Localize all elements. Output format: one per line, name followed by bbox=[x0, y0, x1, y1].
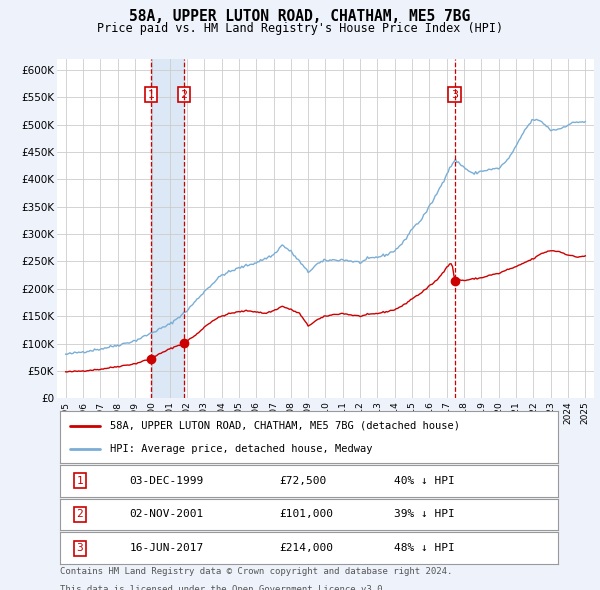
Text: This data is licensed under the Open Government Licence v3.0.: This data is licensed under the Open Gov… bbox=[60, 585, 388, 590]
Text: 16-JUN-2017: 16-JUN-2017 bbox=[130, 543, 204, 553]
Text: Price paid vs. HM Land Registry's House Price Index (HPI): Price paid vs. HM Land Registry's House … bbox=[97, 22, 503, 35]
Text: 58A, UPPER LUTON ROAD, CHATHAM, ME5 7BG (detached house): 58A, UPPER LUTON ROAD, CHATHAM, ME5 7BG … bbox=[110, 421, 460, 431]
Text: £101,000: £101,000 bbox=[279, 510, 333, 519]
Text: £72,500: £72,500 bbox=[279, 476, 326, 486]
Text: 40% ↓ HPI: 40% ↓ HPI bbox=[394, 476, 454, 486]
Text: 39% ↓ HPI: 39% ↓ HPI bbox=[394, 510, 454, 519]
Bar bbox=[151, 59, 184, 398]
Text: 03-DEC-1999: 03-DEC-1999 bbox=[130, 476, 204, 486]
Text: 1: 1 bbox=[77, 476, 83, 486]
Text: 2: 2 bbox=[181, 90, 188, 100]
Text: 1: 1 bbox=[148, 90, 154, 100]
Text: 02-NOV-2001: 02-NOV-2001 bbox=[130, 510, 204, 519]
Text: 48% ↓ HPI: 48% ↓ HPI bbox=[394, 543, 454, 553]
Text: 2: 2 bbox=[77, 510, 83, 519]
Text: £214,000: £214,000 bbox=[279, 543, 333, 553]
Text: HPI: Average price, detached house, Medway: HPI: Average price, detached house, Medw… bbox=[110, 444, 372, 454]
Text: Contains HM Land Registry data © Crown copyright and database right 2024.: Contains HM Land Registry data © Crown c… bbox=[60, 567, 452, 576]
Text: 3: 3 bbox=[77, 543, 83, 553]
Text: 3: 3 bbox=[451, 90, 458, 100]
Text: 58A, UPPER LUTON ROAD, CHATHAM, ME5 7BG: 58A, UPPER LUTON ROAD, CHATHAM, ME5 7BG bbox=[130, 9, 470, 24]
